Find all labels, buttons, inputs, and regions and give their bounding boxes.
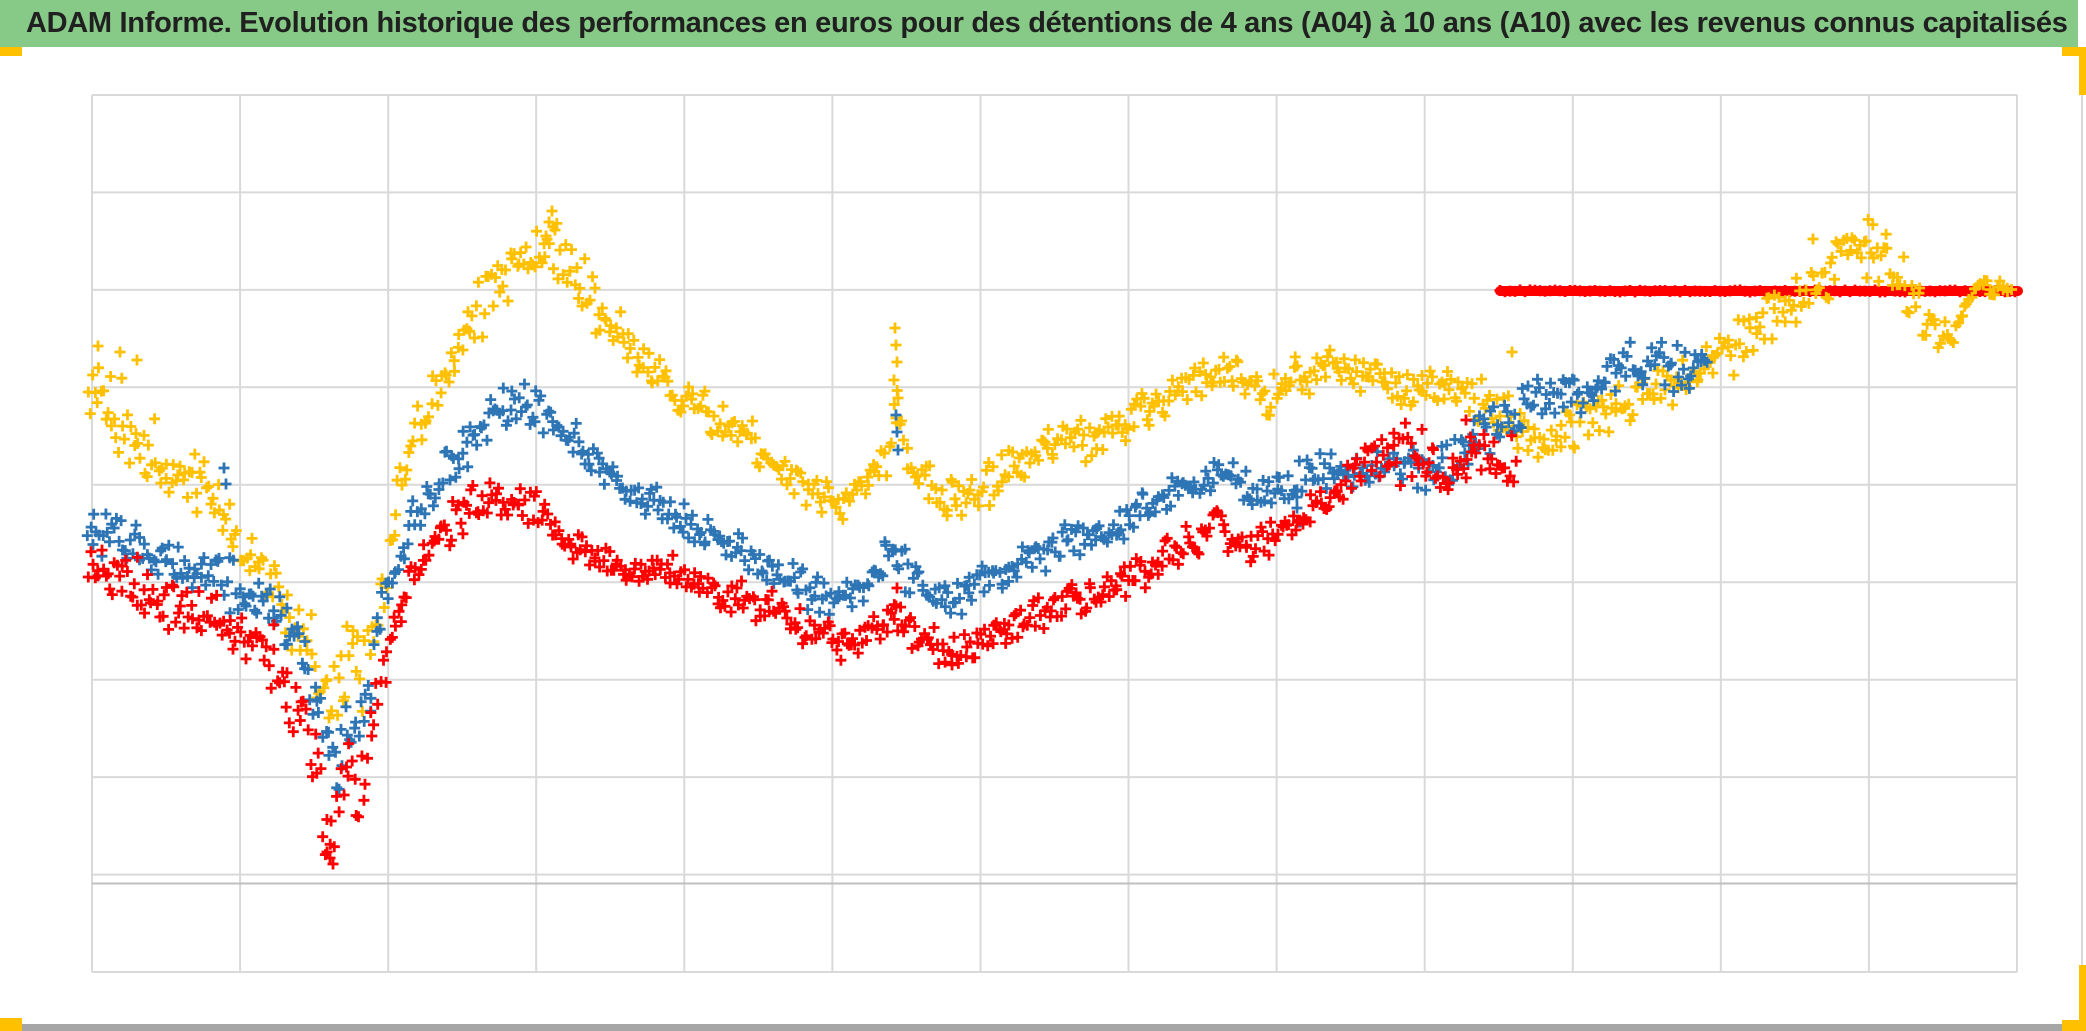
corner-accent-top-right-horizontal: [2062, 47, 2086, 56]
title-bar: ADAM Informe. Evolution historique des p…: [0, 0, 2078, 47]
series-gold-points: [82, 205, 2018, 724]
series-red-points: [82, 414, 1522, 870]
series-red-flat-line-markers: [1494, 284, 2021, 298]
bottom-edge-bar: [0, 1024, 2086, 1031]
page-title: ADAM Informe. Evolution historique des p…: [26, 7, 2068, 39]
corner-accent-bottom-left: [0, 1018, 22, 1031]
corner-accent-bottom-right-vertical: [2079, 965, 2086, 1031]
corner-accent-top-left: [0, 47, 22, 56]
corner-accent-top-right-vertical: [2079, 47, 2086, 95]
corner-accent-bottom-right-horizontal: [2062, 1020, 2086, 1031]
chart-gridlines: [91, 94, 2018, 973]
